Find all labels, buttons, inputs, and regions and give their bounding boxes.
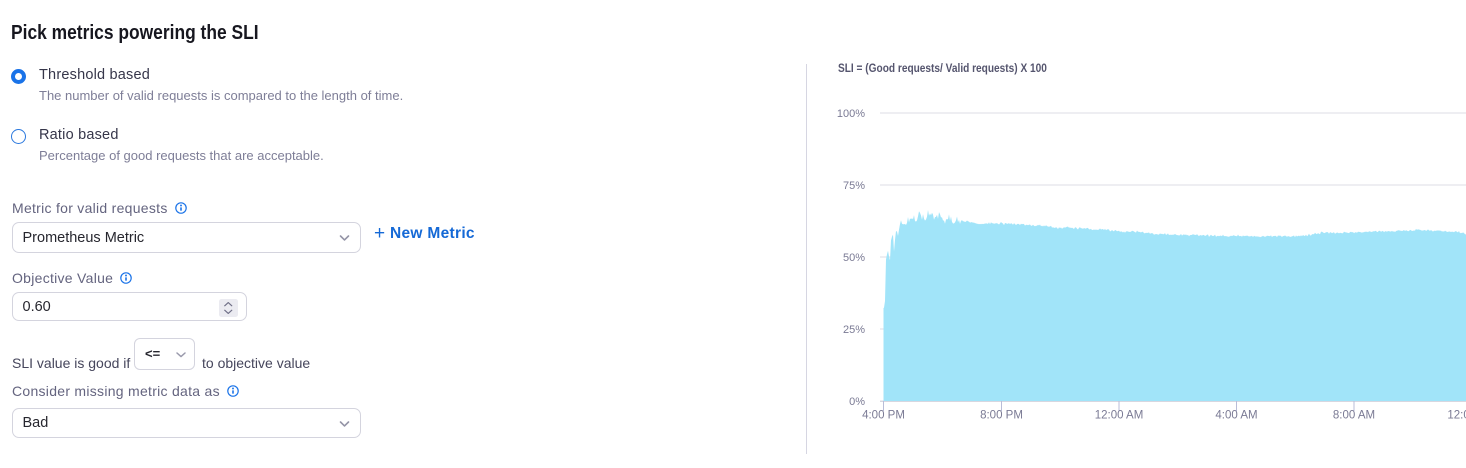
- svg-text:0%: 0%: [849, 396, 865, 408]
- svg-text:4:00 PM: 4:00 PM: [862, 410, 905, 422]
- svg-text:12:00 AM: 12:00 AM: [1095, 410, 1144, 422]
- svg-text:4:00 AM: 4:00 AM: [1215, 410, 1257, 422]
- svg-text:12:00 PM: 12:00 PM: [1447, 410, 1466, 422]
- svg-text:8:00 AM: 8:00 AM: [1333, 410, 1375, 422]
- svg-text:25%: 25%: [843, 324, 865, 336]
- svg-text:50%: 50%: [843, 252, 865, 264]
- svg-text:8:00 PM: 8:00 PM: [980, 410, 1023, 422]
- svg-text:100%: 100%: [837, 108, 865, 120]
- svg-text:75%: 75%: [843, 180, 865, 192]
